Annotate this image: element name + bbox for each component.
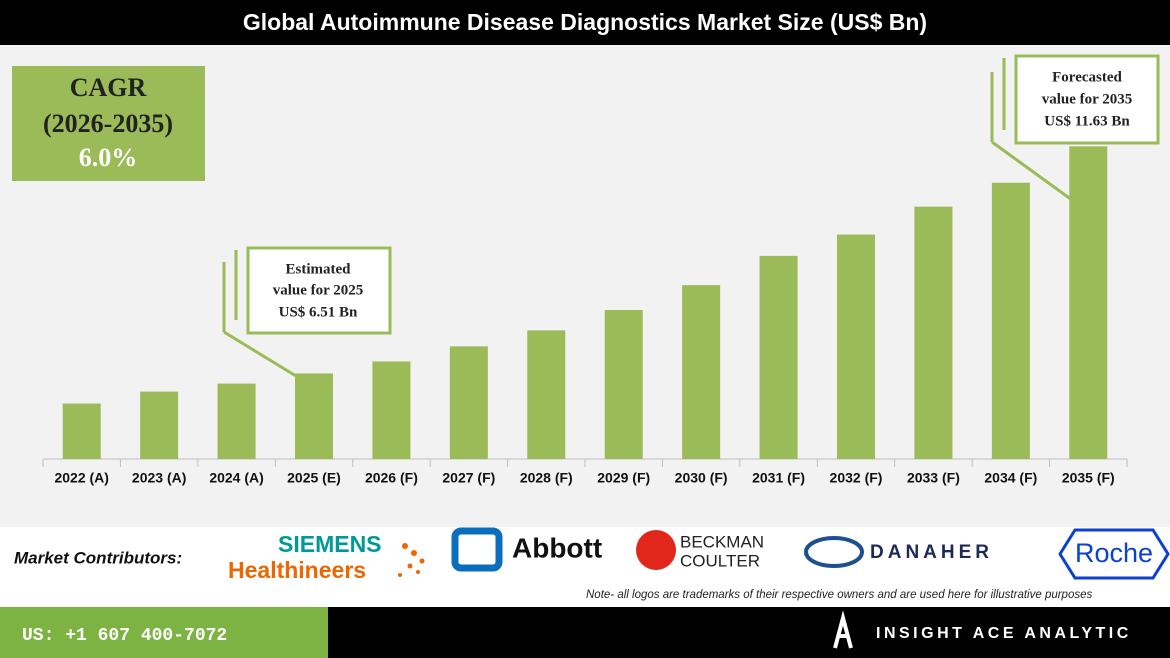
footer-left <box>0 607 328 658</box>
x-tick-label: 2034 (F) <box>984 470 1037 486</box>
annotation-text: Forecasted <box>1052 69 1122 85</box>
bar <box>140 391 179 459</box>
cagr-value: 6.0% <box>79 143 138 172</box>
x-tick-label: 2031 (F) <box>752 470 805 486</box>
logo-healthineers: Healthineers <box>228 557 366 583</box>
x-tick-label: 2027 (F) <box>442 470 495 486</box>
chart-title: Global Autoimmune Disease Diagnostics Ma… <box>243 9 927 35</box>
logo-danaher: DANAHER <box>870 542 993 563</box>
bar <box>217 383 256 459</box>
bar <box>1069 146 1108 459</box>
x-tick-label: 2023 (A) <box>132 470 186 486</box>
callout-2025 <box>222 246 392 378</box>
plot: 2022 (A) 2023 (A) 2024 (A) 2025 (E) 2026 (F)… <box>42 146 1128 486</box>
x-tick-label: 2030 (F) <box>675 470 728 486</box>
logo-beckman-icon <box>636 530 676 570</box>
cagr-period: (2026-2035) <box>43 109 173 138</box>
cagr-label: CAGR <box>70 73 147 102</box>
note: Note- all logos are trademarks of their … <box>586 589 1092 601</box>
annotation-text: Estimated <box>286 261 352 277</box>
bar <box>604 309 643 459</box>
x-tick-label: 2024 (A) <box>209 470 263 486</box>
bar <box>62 403 101 459</box>
annotation-text: value for 2025 <box>273 282 364 298</box>
logo-beckman: BECKMAN <box>680 532 764 551</box>
title-bar <box>0 0 1170 45</box>
phone: US: +1 607 400-7072 <box>22 626 227 646</box>
x-tick-label: 2025 (E) <box>287 470 341 486</box>
bar <box>837 234 875 459</box>
x-tick-label: 2029 (F) <box>597 470 650 486</box>
logo-abbott: Abbott <box>512 532 602 563</box>
bar <box>682 285 721 459</box>
footer-right <box>328 607 1170 658</box>
bar <box>372 361 411 459</box>
logo-siemens: SIEMENS <box>278 531 382 557</box>
x-tick-label: 2026 (F) <box>365 470 418 486</box>
logo-roche: Roche <box>1075 538 1153 568</box>
annotation-text: value for 2035 <box>1042 91 1133 107</box>
bar <box>914 206 953 459</box>
bar <box>991 182 1030 460</box>
x-tick-label: 2032 (F) <box>830 470 883 486</box>
brand-icon <box>833 610 853 649</box>
cagr-box <box>12 66 205 181</box>
annotation-text: US$ 6.51 Bn <box>279 304 358 320</box>
x-tick-label: 2028 (F) <box>520 470 573 486</box>
logo-abbott-icon <box>451 527 503 572</box>
x-tick-label: 2022 (A) <box>54 470 108 486</box>
bar <box>449 346 488 459</box>
x-tick-label: 2035 (F) <box>1062 470 1115 486</box>
bar <box>527 330 566 459</box>
callout-2035 <box>990 54 1160 202</box>
logo-danaher-icon <box>804 536 864 568</box>
x-tick-label: 2033 (F) <box>907 470 960 486</box>
bar <box>295 373 333 459</box>
logo-dots <box>398 543 425 577</box>
bar <box>759 255 798 459</box>
logo-coulter: COULTER <box>680 551 760 570</box>
logo-roche-icon <box>1058 528 1170 580</box>
logo-band <box>0 527 1170 607</box>
annotation-text: US$ 11.63 Bn <box>1044 113 1130 129</box>
contributors-label: Market Contributors: <box>14 548 182 567</box>
brand: INSIGHT ACE ANALYTIC <box>876 625 1132 642</box>
